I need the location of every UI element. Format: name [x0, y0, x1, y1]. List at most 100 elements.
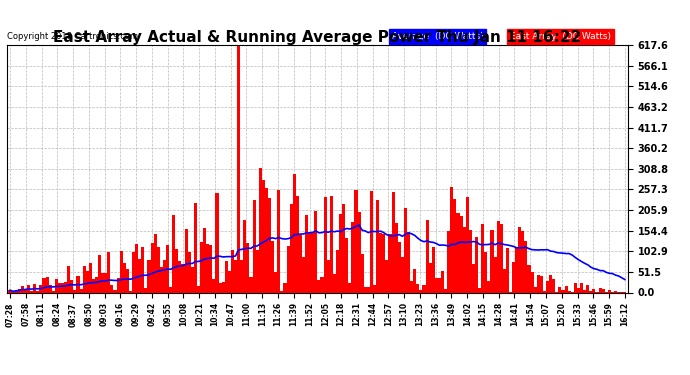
- Bar: [460, 216, 462, 292]
- Bar: [101, 273, 104, 292]
- Bar: [190, 267, 194, 292]
- Bar: [166, 245, 169, 292]
- Bar: [416, 284, 420, 292]
- Bar: [509, 291, 512, 292]
- Bar: [18, 289, 21, 292]
- Bar: [497, 221, 500, 292]
- Bar: [141, 247, 144, 292]
- Bar: [172, 215, 175, 292]
- Bar: [181, 264, 184, 292]
- Bar: [219, 283, 221, 292]
- Bar: [395, 223, 397, 292]
- Bar: [64, 282, 67, 292]
- Bar: [515, 248, 518, 292]
- Bar: [73, 290, 77, 292]
- Bar: [543, 291, 546, 292]
- Bar: [357, 212, 361, 292]
- Bar: [144, 288, 148, 292]
- Bar: [435, 278, 438, 292]
- Bar: [234, 261, 237, 292]
- Bar: [21, 286, 24, 292]
- Bar: [593, 290, 595, 292]
- Bar: [231, 250, 234, 292]
- Bar: [203, 228, 206, 292]
- Bar: [315, 211, 317, 292]
- Bar: [410, 280, 413, 292]
- Bar: [48, 285, 52, 292]
- Bar: [249, 277, 253, 292]
- Bar: [77, 276, 79, 292]
- Bar: [14, 290, 18, 292]
- Bar: [129, 291, 132, 292]
- Bar: [225, 261, 228, 292]
- Bar: [70, 280, 73, 292]
- Bar: [506, 248, 509, 292]
- Bar: [108, 252, 110, 292]
- Bar: [608, 290, 611, 292]
- Bar: [320, 277, 324, 292]
- Bar: [280, 291, 284, 292]
- Bar: [271, 240, 274, 292]
- Bar: [119, 251, 123, 292]
- Bar: [89, 262, 92, 292]
- Bar: [8, 290, 12, 292]
- Bar: [397, 242, 401, 292]
- Bar: [117, 278, 119, 292]
- Bar: [113, 291, 117, 292]
- Bar: [58, 283, 61, 292]
- Bar: [413, 269, 416, 292]
- Bar: [299, 235, 302, 292]
- Bar: [472, 264, 475, 292]
- Bar: [317, 280, 320, 292]
- Bar: [246, 243, 249, 292]
- Bar: [540, 276, 543, 292]
- Bar: [367, 287, 370, 292]
- Bar: [37, 291, 39, 292]
- Bar: [302, 257, 305, 292]
- Bar: [512, 262, 515, 292]
- Bar: [79, 289, 83, 292]
- Bar: [213, 279, 215, 292]
- Text: Average  (DC Watts): Average (DC Watts): [392, 32, 484, 41]
- Bar: [200, 242, 203, 292]
- Bar: [422, 285, 426, 292]
- Bar: [598, 288, 602, 292]
- Bar: [602, 289, 604, 292]
- Bar: [380, 233, 382, 292]
- Bar: [420, 290, 422, 292]
- Bar: [524, 241, 527, 292]
- Bar: [61, 283, 64, 292]
- Bar: [441, 272, 444, 292]
- Bar: [237, 45, 240, 292]
- Bar: [462, 227, 466, 292]
- Bar: [577, 288, 580, 292]
- Bar: [391, 192, 395, 292]
- Bar: [589, 291, 593, 292]
- Bar: [364, 287, 367, 292]
- Bar: [348, 283, 351, 292]
- Bar: [453, 200, 456, 292]
- Bar: [493, 256, 497, 292]
- Bar: [336, 250, 339, 292]
- Bar: [518, 227, 522, 292]
- Bar: [244, 220, 246, 292]
- Bar: [549, 275, 552, 292]
- Bar: [527, 265, 531, 292]
- Bar: [39, 285, 42, 292]
- Bar: [546, 282, 549, 292]
- Bar: [432, 247, 435, 292]
- Bar: [345, 238, 348, 292]
- Bar: [469, 230, 472, 292]
- Bar: [150, 243, 154, 292]
- Bar: [533, 287, 537, 292]
- Bar: [240, 261, 244, 292]
- Bar: [286, 246, 290, 292]
- Bar: [580, 284, 583, 292]
- Bar: [42, 278, 46, 292]
- Text: Copyright 2018 Cartronics.com: Copyright 2018 Cartronics.com: [7, 32, 138, 41]
- Bar: [324, 196, 326, 292]
- Bar: [426, 220, 428, 292]
- Bar: [466, 196, 469, 292]
- Bar: [438, 278, 441, 292]
- Bar: [135, 244, 138, 292]
